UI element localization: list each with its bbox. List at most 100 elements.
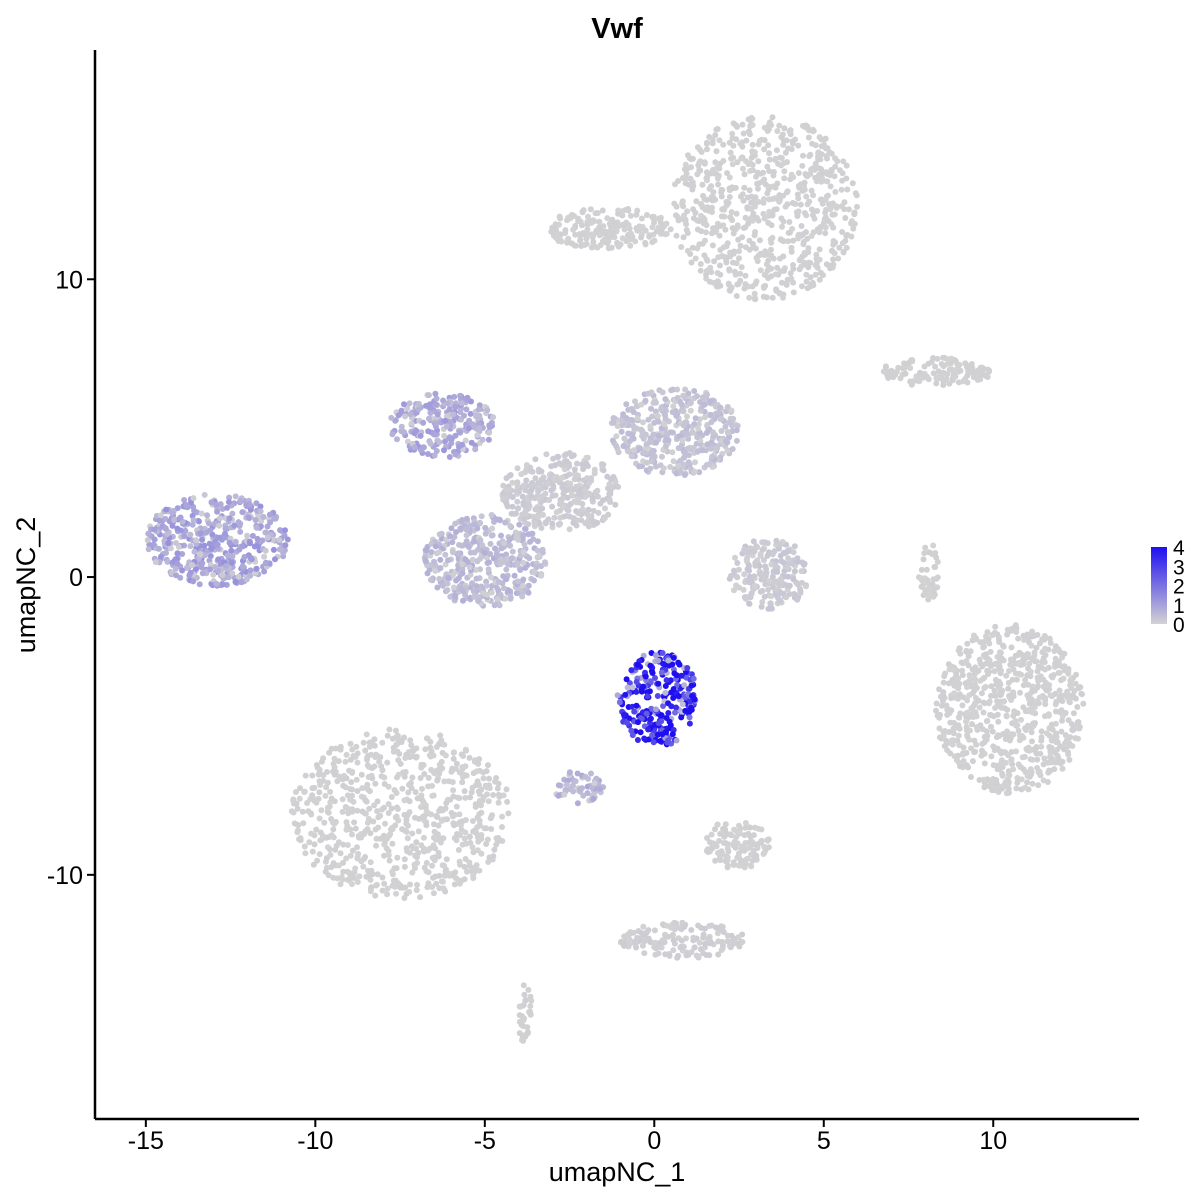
cell-point — [549, 520, 556, 527]
cell-point — [382, 820, 388, 827]
cell-point — [768, 246, 774, 253]
cell-point — [941, 743, 948, 749]
cell-point — [987, 648, 994, 655]
cell-point — [749, 122, 756, 128]
cell-point — [989, 728, 996, 735]
cell-point — [757, 267, 764, 274]
cell-point — [636, 463, 643, 470]
cell-point — [765, 142, 772, 149]
cell-point — [503, 501, 510, 507]
cell-point — [470, 588, 477, 595]
cell-point — [461, 788, 468, 795]
cell-point — [366, 805, 373, 812]
cell-point — [452, 451, 459, 458]
cell-point — [458, 400, 465, 407]
cell-point — [739, 234, 746, 241]
cell-point — [691, 468, 698, 475]
cell-point — [576, 786, 583, 793]
cluster-1 — [933, 622, 1087, 797]
cell-point — [763, 261, 770, 268]
cell-point — [669, 661, 676, 668]
cell-point — [262, 560, 269, 567]
cell-point — [640, 419, 646, 426]
cell-point — [683, 221, 690, 228]
cell-point — [276, 537, 283, 543]
cell-point — [776, 541, 783, 548]
cell-point — [455, 847, 462, 853]
cell-point — [830, 224, 837, 231]
cell-point — [1008, 644, 1015, 651]
cell-point — [649, 451, 656, 458]
cell-point — [722, 226, 729, 233]
cell-point — [816, 246, 823, 253]
cell-point — [998, 655, 1005, 662]
cell-point — [525, 589, 532, 596]
cell-point — [1028, 642, 1035, 649]
cell-point — [736, 584, 743, 591]
cell-point — [803, 229, 809, 236]
cell-point — [371, 802, 378, 809]
cell-point — [1033, 644, 1040, 651]
cell-point — [302, 772, 309, 779]
cell-point — [144, 537, 151, 544]
cell-point — [365, 774, 372, 780]
cell-point — [478, 513, 485, 520]
cell-point — [760, 851, 767, 857]
cell-point — [572, 778, 579, 785]
cell-point — [353, 776, 360, 783]
cell-point — [803, 193, 810, 200]
cell-point — [832, 239, 839, 246]
cell-point — [690, 215, 697, 222]
cell-point — [575, 218, 582, 225]
cell-point — [402, 884, 409, 891]
cell-point — [678, 714, 685, 721]
cell-point — [415, 406, 422, 413]
cell-point — [727, 149, 734, 156]
cell-point — [469, 818, 476, 824]
cell-point — [1018, 716, 1024, 723]
cell-point — [964, 697, 971, 704]
cell-point — [941, 728, 948, 734]
cell-point — [461, 835, 468, 842]
cell-point — [988, 723, 994, 730]
cell-point — [665, 437, 672, 444]
cell-point — [828, 167, 835, 174]
cell-point — [403, 845, 410, 852]
cell-point — [746, 237, 753, 244]
cell-point — [414, 881, 420, 888]
cell-point — [320, 777, 327, 784]
cell-point — [995, 718, 1002, 725]
cell-point — [412, 852, 419, 859]
cell-point — [536, 553, 542, 560]
cell-point — [804, 235, 811, 242]
cell-point — [824, 171, 831, 177]
cell-point — [360, 863, 367, 870]
cell-point — [591, 218, 598, 225]
cell-point — [247, 554, 254, 561]
cell-point — [673, 737, 680, 744]
cell-point — [400, 429, 407, 435]
cell-point — [675, 462, 682, 469]
cell-point — [676, 661, 683, 668]
cell-point — [750, 538, 757, 545]
cell-point — [492, 545, 498, 552]
cell-point — [717, 404, 724, 411]
cell-point — [574, 770, 581, 777]
cell-point — [613, 433, 620, 440]
cell-point — [1042, 695, 1049, 702]
cell-point — [994, 711, 1001, 718]
cell-point — [735, 566, 742, 573]
cell-point — [257, 503, 264, 510]
cell-point — [1025, 707, 1032, 713]
cell-point — [797, 256, 804, 263]
cell-point — [733, 210, 740, 217]
cell-point — [733, 573, 740, 580]
cell-point — [838, 203, 845, 210]
cell-point — [767, 600, 774, 607]
cell-point — [331, 755, 338, 762]
cell-point — [372, 892, 379, 899]
cell-point — [724, 170, 731, 177]
cell-point — [447, 796, 453, 803]
cell-point — [1035, 700, 1042, 707]
cluster-8 — [608, 386, 741, 478]
